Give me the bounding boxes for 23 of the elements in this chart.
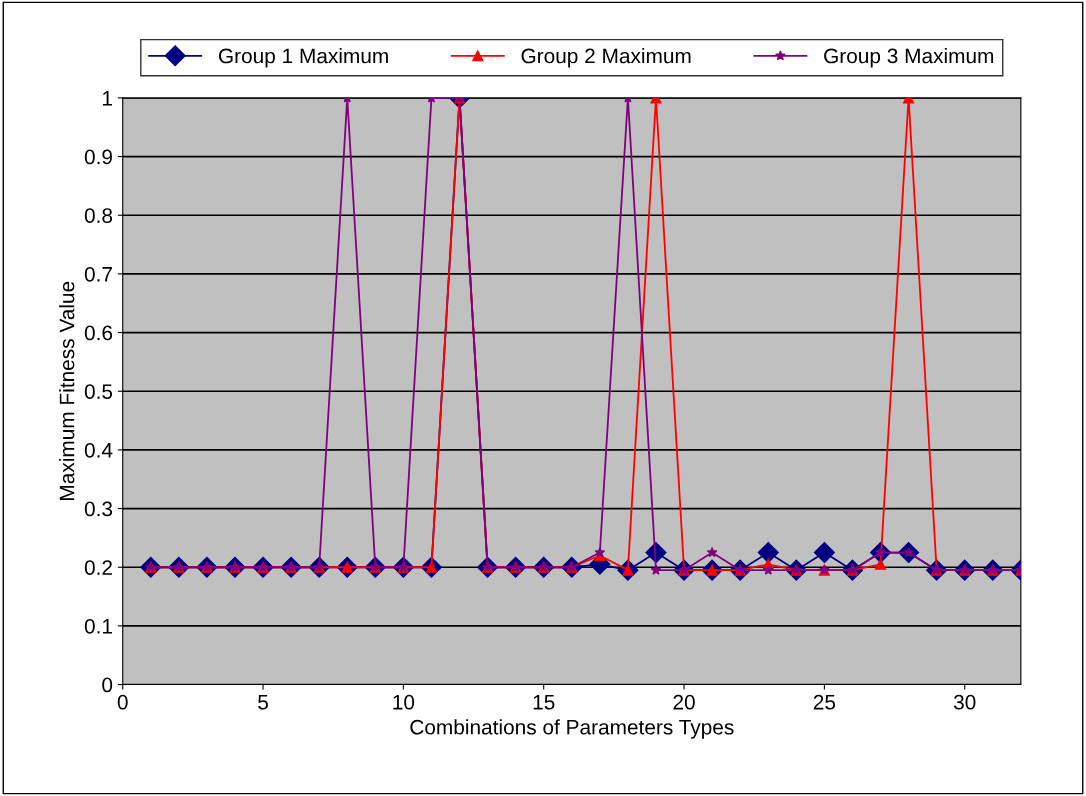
legend-label: Group 1 Maximum	[218, 48, 388, 68]
y-tick-label: 0	[102, 677, 113, 693]
legend-label: Group 3 Maximum	[824, 48, 994, 68]
y-tick-label: 0.2	[84, 560, 112, 575]
legend-label: Group 2 Maximum	[521, 48, 691, 68]
x-tick-label: 0	[117, 694, 128, 710]
y-tick-label: 0.5	[84, 384, 113, 399]
x-tick-label: 25	[813, 694, 836, 710]
y-axis-title: Maximum Fitness Value	[59, 281, 75, 500]
y-tick-label: 0.4	[84, 442, 113, 458]
y-tick-label: 0.6	[84, 325, 113, 341]
x-tick-label: 30	[953, 694, 976, 710]
x-tick-label: 15	[533, 695, 555, 710]
y-tick-label: 0.1	[84, 618, 112, 634]
y-tick-label: 1	[103, 91, 112, 106]
x-tick-label: 20	[673, 694, 695, 710]
y-tick-label: 0.7	[84, 266, 112, 282]
y-tick-label: 0.9	[84, 149, 113, 165]
x-axis-title: Combinations of Parameters Types	[410, 719, 734, 739]
x-tick-label: 10	[393, 694, 415, 710]
y-tick-label: 0.3	[84, 501, 113, 517]
y-tick-label: 0.8	[84, 208, 113, 223]
x-tick-label: 5	[258, 695, 268, 710]
